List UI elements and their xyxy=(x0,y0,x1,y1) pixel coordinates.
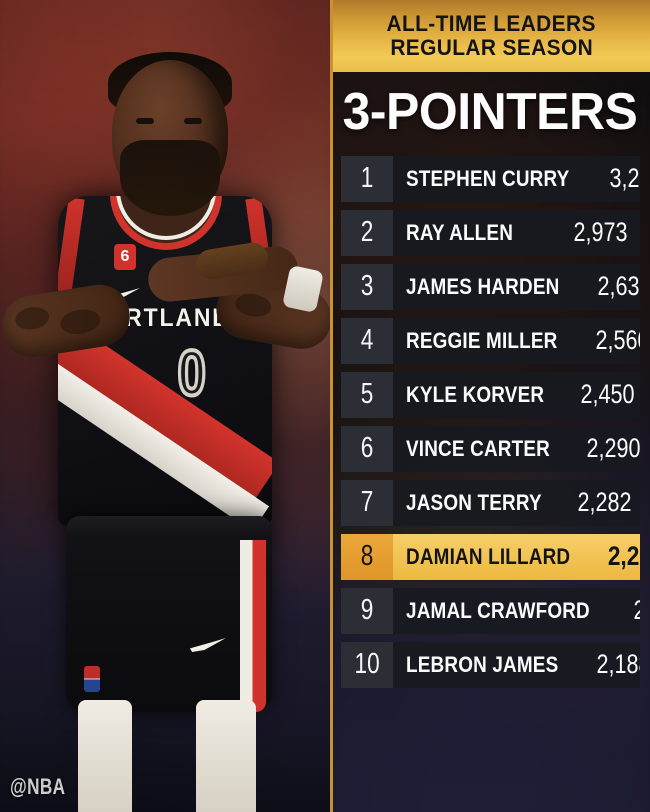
jersey-left-shoulder-trim xyxy=(58,197,85,295)
player-name-value: RAY ALLEN xyxy=(406,219,514,245)
shorts-waistband xyxy=(66,516,272,536)
leaderboard-row: 9 JAMAL CRAWFORD 2,221 xyxy=(341,587,640,634)
header-line-2: REGULAR SEASON xyxy=(390,34,593,60)
rank-value: 3 xyxy=(360,270,374,303)
rank-cell: 7 xyxy=(341,479,393,526)
stat-value: 2,973 xyxy=(573,217,628,248)
leaderboard-row: 7 JASON TERRY 2,282 xyxy=(341,479,640,526)
player-left-eye xyxy=(136,118,154,124)
player-name-cell: JAMAL CRAWFORD xyxy=(393,588,620,634)
rank-value: 6 xyxy=(360,432,374,465)
player-name-value: STEPHEN CURRY xyxy=(406,165,570,191)
leaderboard-row: 4 REGGIE MILLER 2,560 xyxy=(341,317,640,364)
rank-cell: 2 xyxy=(341,209,393,256)
tattoo-mark xyxy=(233,291,273,320)
tattoo-mark xyxy=(58,306,102,337)
nike-swoosh-icon xyxy=(190,638,226,652)
player-name-cell: REGGIE MILLER xyxy=(393,318,582,364)
rank-cell: 4 xyxy=(341,317,393,364)
stat-value-cell: 2,973 xyxy=(560,210,640,256)
gold-header-banner: ALL-TIME LEADERS REGULAR SEASON xyxy=(333,0,650,72)
player-name-value: LEBRON JAMES xyxy=(406,651,559,677)
jersey-number: 0 xyxy=(176,335,208,411)
stat-value-cell: 2,282 xyxy=(564,480,640,526)
nba-watermark: @NBA xyxy=(10,774,66,799)
leaderboard-row-highlighted: 8 DAMIAN LILLARD 2,222 xyxy=(341,533,640,580)
player-name-cell: JASON TERRY xyxy=(393,480,564,526)
player-photo: 6 ORTLAND 0 xyxy=(0,0,330,812)
player-name-value: REGGIE MILLER xyxy=(406,327,558,353)
player-name-cell: VINCE CARTER xyxy=(393,426,573,472)
player-shorts xyxy=(66,516,272,712)
rank-cell: 6 xyxy=(341,425,393,472)
player-name-value: DAMIAN LILLARD xyxy=(406,543,571,569)
stat-value-cell: 2,450 xyxy=(567,372,640,418)
leaderboard-row: 5 KYLE KORVER 2,450 xyxy=(341,371,640,418)
page-title: 3-POINTERS MADE xyxy=(342,83,650,141)
player-name-value: KYLE KORVER xyxy=(406,381,545,407)
shorts-side-stripe xyxy=(240,540,266,712)
player-left-leg xyxy=(78,700,132,812)
rank-cell: 9 xyxy=(341,587,393,634)
leaderboard-row: 2 RAY ALLEN 2,973 xyxy=(341,209,640,256)
stat-value: 2,560 xyxy=(595,325,640,356)
rank-value: 8 xyxy=(360,540,374,573)
player-beard xyxy=(120,140,220,216)
stat-value: 2,188 xyxy=(596,649,640,680)
stat-value: 3,248 xyxy=(609,163,640,194)
leaderboard-row: 10 LEBRON JAMES 2,188 xyxy=(341,641,640,688)
player-figure: 6 ORTLAND 0 xyxy=(0,52,330,812)
stat-value-cell: 2,188 xyxy=(583,642,640,688)
rank-value: 1 xyxy=(360,162,374,195)
rank-cell: 5 xyxy=(341,371,393,418)
rank-value: 5 xyxy=(360,378,374,411)
player-name-cell: JAMES HARDEN xyxy=(393,264,584,310)
rank-value: 9 xyxy=(360,594,374,627)
rank-cell: 8 xyxy=(341,533,393,580)
rank-value: 7 xyxy=(360,486,374,519)
leaderboard-row: 6 VINCE CARTER 2,290 xyxy=(341,425,640,472)
stat-value: 2,631 xyxy=(597,271,640,302)
player-name-cell: DAMIAN LILLARD xyxy=(393,534,597,580)
player-name-value: VINCE CARTER xyxy=(406,435,550,461)
player-name-cell: KYLE KORVER xyxy=(393,372,567,418)
rank-cell: 10 xyxy=(341,641,393,688)
stat-value-cell: 2,222 xyxy=(597,534,640,580)
rank-value: 4 xyxy=(360,324,374,357)
player-name-cell: RAY ALLEN xyxy=(393,210,560,256)
rank-cell: 1 xyxy=(341,155,393,202)
stat-value-cell: 2,631 xyxy=(584,264,640,310)
stat-value: 2,290 xyxy=(586,433,640,464)
stat-value: 2,450 xyxy=(580,379,635,410)
stat-value: 2,222 xyxy=(607,541,640,572)
rank-cell: 3 xyxy=(341,263,393,310)
stat-value-cell: 2,560 xyxy=(582,318,640,364)
leaderboard-row: 3 JAMES HARDEN 2,631 xyxy=(341,263,640,310)
player-name-value: JAMAL CRAWFORD xyxy=(406,597,590,623)
player-name-value: JASON TERRY xyxy=(406,489,542,515)
stat-value-cell: 2,221 xyxy=(620,588,640,634)
stat-value-cell: 3,248 xyxy=(596,156,640,202)
leaderboard-row: 1 STEPHEN CURRY 3,248 xyxy=(341,155,640,202)
rank-value: 10 xyxy=(354,648,380,681)
header-line-1: ALL-TIME LEADERS xyxy=(386,11,597,37)
leaderboard-list: 1 STEPHEN CURRY 3,248 2 RAY ALLEN 2,973 3 JAMES… xyxy=(333,152,650,688)
stats-panel: ALL-TIME LEADERS REGULAR SEASON 3-POINTE… xyxy=(330,0,650,812)
player-right-leg xyxy=(196,700,256,812)
rank-value: 2 xyxy=(360,216,374,249)
player-name-cell: STEPHEN CURRY xyxy=(393,156,596,202)
stat-value: 2,221 xyxy=(633,595,640,626)
jersey-number-6-patch: 6 xyxy=(114,244,136,270)
tattoo-mark xyxy=(13,304,51,332)
player-right-eye xyxy=(184,118,202,124)
stat-value: 2,282 xyxy=(577,487,632,518)
player-name-value: JAMES HARDEN xyxy=(406,273,560,299)
nba-logo-icon xyxy=(84,666,100,692)
stat-value-cell: 2,290 xyxy=(573,426,640,472)
player-name-cell: LEBRON JAMES xyxy=(393,642,583,688)
